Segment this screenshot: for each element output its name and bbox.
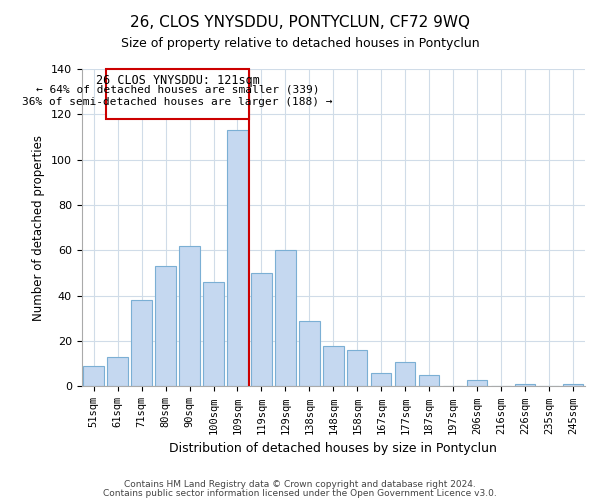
Bar xyxy=(515,384,535,386)
FancyBboxPatch shape xyxy=(106,69,250,119)
Bar xyxy=(155,266,176,386)
Text: 36% of semi-detached houses are larger (188) →: 36% of semi-detached houses are larger (… xyxy=(22,98,333,108)
Y-axis label: Number of detached properties: Number of detached properties xyxy=(32,134,45,320)
Bar xyxy=(467,380,487,386)
X-axis label: Distribution of detached houses by size in Pontyclun: Distribution of detached houses by size … xyxy=(169,442,497,455)
Text: 26, CLOS YNYSDDU, PONTYCLUN, CF72 9WQ: 26, CLOS YNYSDDU, PONTYCLUN, CF72 9WQ xyxy=(130,15,470,30)
Text: 26 CLOS YNYSDDU: 121sqm: 26 CLOS YNYSDDU: 121sqm xyxy=(95,74,259,86)
Bar xyxy=(275,250,296,386)
Bar xyxy=(323,346,344,387)
Bar xyxy=(83,366,104,386)
Bar xyxy=(203,282,224,387)
Text: Size of property relative to detached houses in Pontyclun: Size of property relative to detached ho… xyxy=(121,38,479,51)
Text: Contains HM Land Registry data © Crown copyright and database right 2024.: Contains HM Land Registry data © Crown c… xyxy=(124,480,476,489)
Bar xyxy=(131,300,152,386)
Bar xyxy=(299,320,320,386)
Bar xyxy=(107,357,128,386)
Bar xyxy=(347,350,367,387)
Bar xyxy=(563,384,583,386)
Bar xyxy=(251,273,272,386)
Bar xyxy=(419,375,439,386)
Text: ← 64% of detached houses are smaller (339): ← 64% of detached houses are smaller (33… xyxy=(36,85,319,95)
Bar xyxy=(395,362,415,386)
Bar xyxy=(179,246,200,386)
Bar xyxy=(227,130,248,386)
Bar xyxy=(371,373,391,386)
Text: Contains public sector information licensed under the Open Government Licence v3: Contains public sector information licen… xyxy=(103,488,497,498)
